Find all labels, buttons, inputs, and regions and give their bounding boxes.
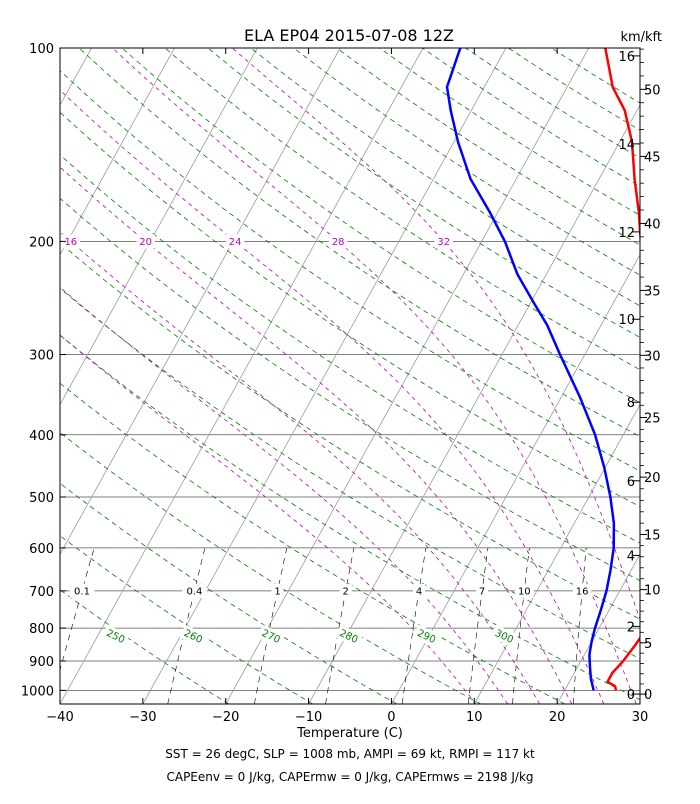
kft-tick-label: 20 — [644, 471, 661, 486]
mixing-ratio-label-group: 4 — [413, 584, 425, 598]
pressure-tick-label: 500 — [29, 491, 54, 506]
mixing-ratio-label-group: 10 — [515, 584, 533, 598]
kft-tick-label: 30 — [644, 349, 661, 364]
kft-tick-label: 15 — [644, 528, 661, 543]
x-tick-label: 10 — [466, 710, 483, 725]
mixing-ratio-label-group: 16 — [573, 584, 591, 598]
mixing-ratio-label-group: 0.1 — [70, 584, 95, 598]
x-tick-label: −20 — [212, 710, 239, 725]
x-tick-label: −30 — [129, 710, 156, 725]
moist-adiabat-label: 20 — [139, 237, 152, 248]
mixing-ratio-label: 16 — [576, 586, 589, 597]
moist-adiabat-label: 24 — [229, 237, 242, 248]
pressure-tick-label: 100 — [29, 42, 54, 57]
km-tick-label: 8 — [627, 396, 635, 411]
km-tick-label: 14 — [618, 138, 635, 153]
mixing-ratio-label-group: 0.4 — [182, 584, 207, 598]
mixing-ratio-label-group: 1 — [271, 584, 283, 598]
mixing-ratio-label: 7 — [479, 586, 485, 597]
pressure-tick-label: 200 — [29, 235, 54, 250]
km-tick-label: 12 — [618, 226, 635, 241]
x-tick-label: 20 — [549, 710, 566, 725]
moist-adiabat-label: 32 — [437, 237, 450, 248]
x-tick-label: 30 — [632, 710, 649, 725]
x-tick-label: −40 — [46, 710, 73, 725]
km-tick-label: 4 — [627, 549, 635, 564]
km-tick-label: 0 — [627, 688, 635, 703]
pressure-tick-label: 800 — [29, 622, 54, 637]
pressure-tick-label: 300 — [29, 348, 54, 363]
kft-tick-label: 10 — [644, 584, 661, 599]
moist-adiabat-label-group: 28 — [329, 234, 347, 248]
pressure-tick-label: 700 — [29, 585, 54, 600]
x-axis-label: Temperature (C) — [296, 726, 403, 741]
km-tick-label: 10 — [618, 313, 635, 328]
moist-adiabat-label-group: 32 — [435, 234, 453, 248]
mixing-ratio-label: 0.1 — [74, 586, 90, 597]
km-tick-label: 6 — [627, 475, 635, 490]
pressure-tick-label: 600 — [29, 542, 54, 557]
moist-adiabat-label: 28 — [332, 237, 345, 248]
moist-adiabat-label: 16 — [64, 237, 77, 248]
moist-adiabat-label-group: 24 — [226, 234, 244, 248]
kft-tick-label: 5 — [644, 637, 652, 652]
kft-tick-label: 25 — [644, 412, 661, 427]
right-axis-label: km/kft — [620, 30, 662, 45]
mixing-ratio-label: 0.4 — [186, 586, 202, 597]
mixing-ratio-label: 10 — [518, 586, 531, 597]
pressure-tick-label: 400 — [29, 429, 54, 444]
kft-tick-label: 50 — [644, 83, 661, 98]
x-tick-label: 0 — [387, 710, 395, 725]
mixing-ratio-label-group: 7 — [476, 584, 488, 598]
kft-tick-label: 35 — [644, 284, 661, 299]
annotation-line-1: SST = 26 degC, SLP = 1008 mb, AMPI = 69 … — [165, 747, 535, 761]
moist-adiabat-label-group: 20 — [136, 234, 154, 248]
annotation-line-2: CAPEenv = 0 J/kg, CAPErmw = 0 J/kg, CAPE… — [166, 770, 533, 784]
mixing-ratio-label: 4 — [416, 586, 422, 597]
mixing-ratio-label-group: 2 — [340, 584, 352, 598]
chart-title: ELA EP04 2015-07-08 12Z — [244, 26, 454, 45]
pressure-tick-label: 1000 — [21, 684, 54, 699]
kft-tick-label: 0 — [644, 688, 652, 703]
kft-tick-label: 40 — [644, 217, 661, 232]
km-tick-label: 2 — [627, 620, 635, 635]
mixing-ratio-label: 1 — [274, 586, 280, 597]
kft-tick-label: 45 — [644, 150, 661, 165]
x-tick-label: −10 — [295, 710, 322, 725]
mixing-ratio-label: 2 — [343, 586, 349, 597]
pressure-tick-label: 900 — [29, 655, 54, 670]
km-tick-label: 16 — [618, 50, 635, 65]
